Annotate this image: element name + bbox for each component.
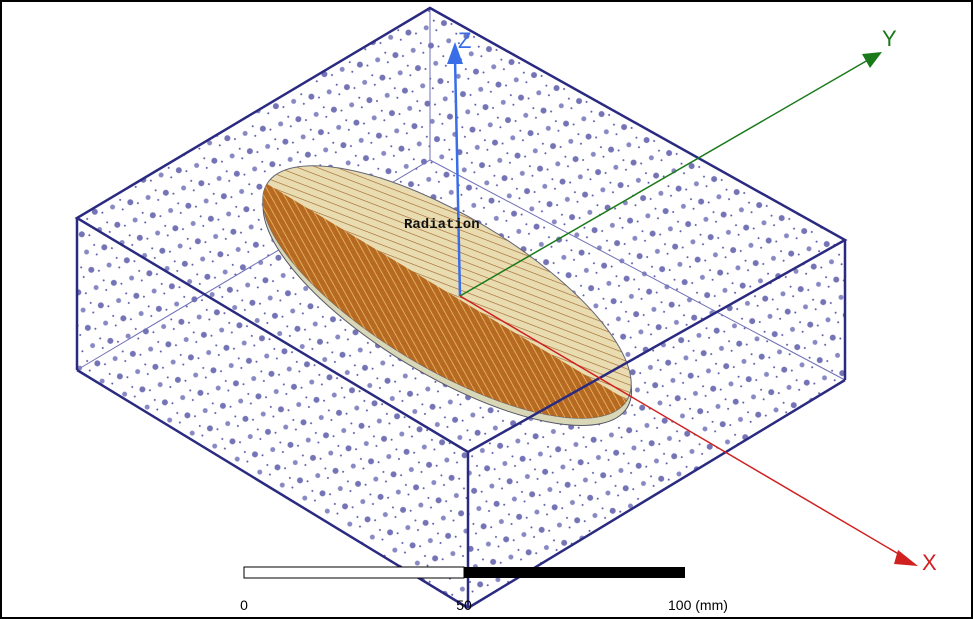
scale-label: 100 (mm) <box>668 597 728 613</box>
viewport: Z Y X Radiation 0 50 100 (mm) <box>0 0 973 619</box>
scale-bar <box>244 567 685 578</box>
y-axis-label: Y <box>882 26 897 51</box>
object-label: Radiation <box>404 217 480 233</box>
scale-label: 0 <box>240 597 248 613</box>
z-axis-label: Z <box>458 28 471 53</box>
x-axis-label: X <box>922 550 937 575</box>
scale-label: 50 <box>456 597 472 613</box>
